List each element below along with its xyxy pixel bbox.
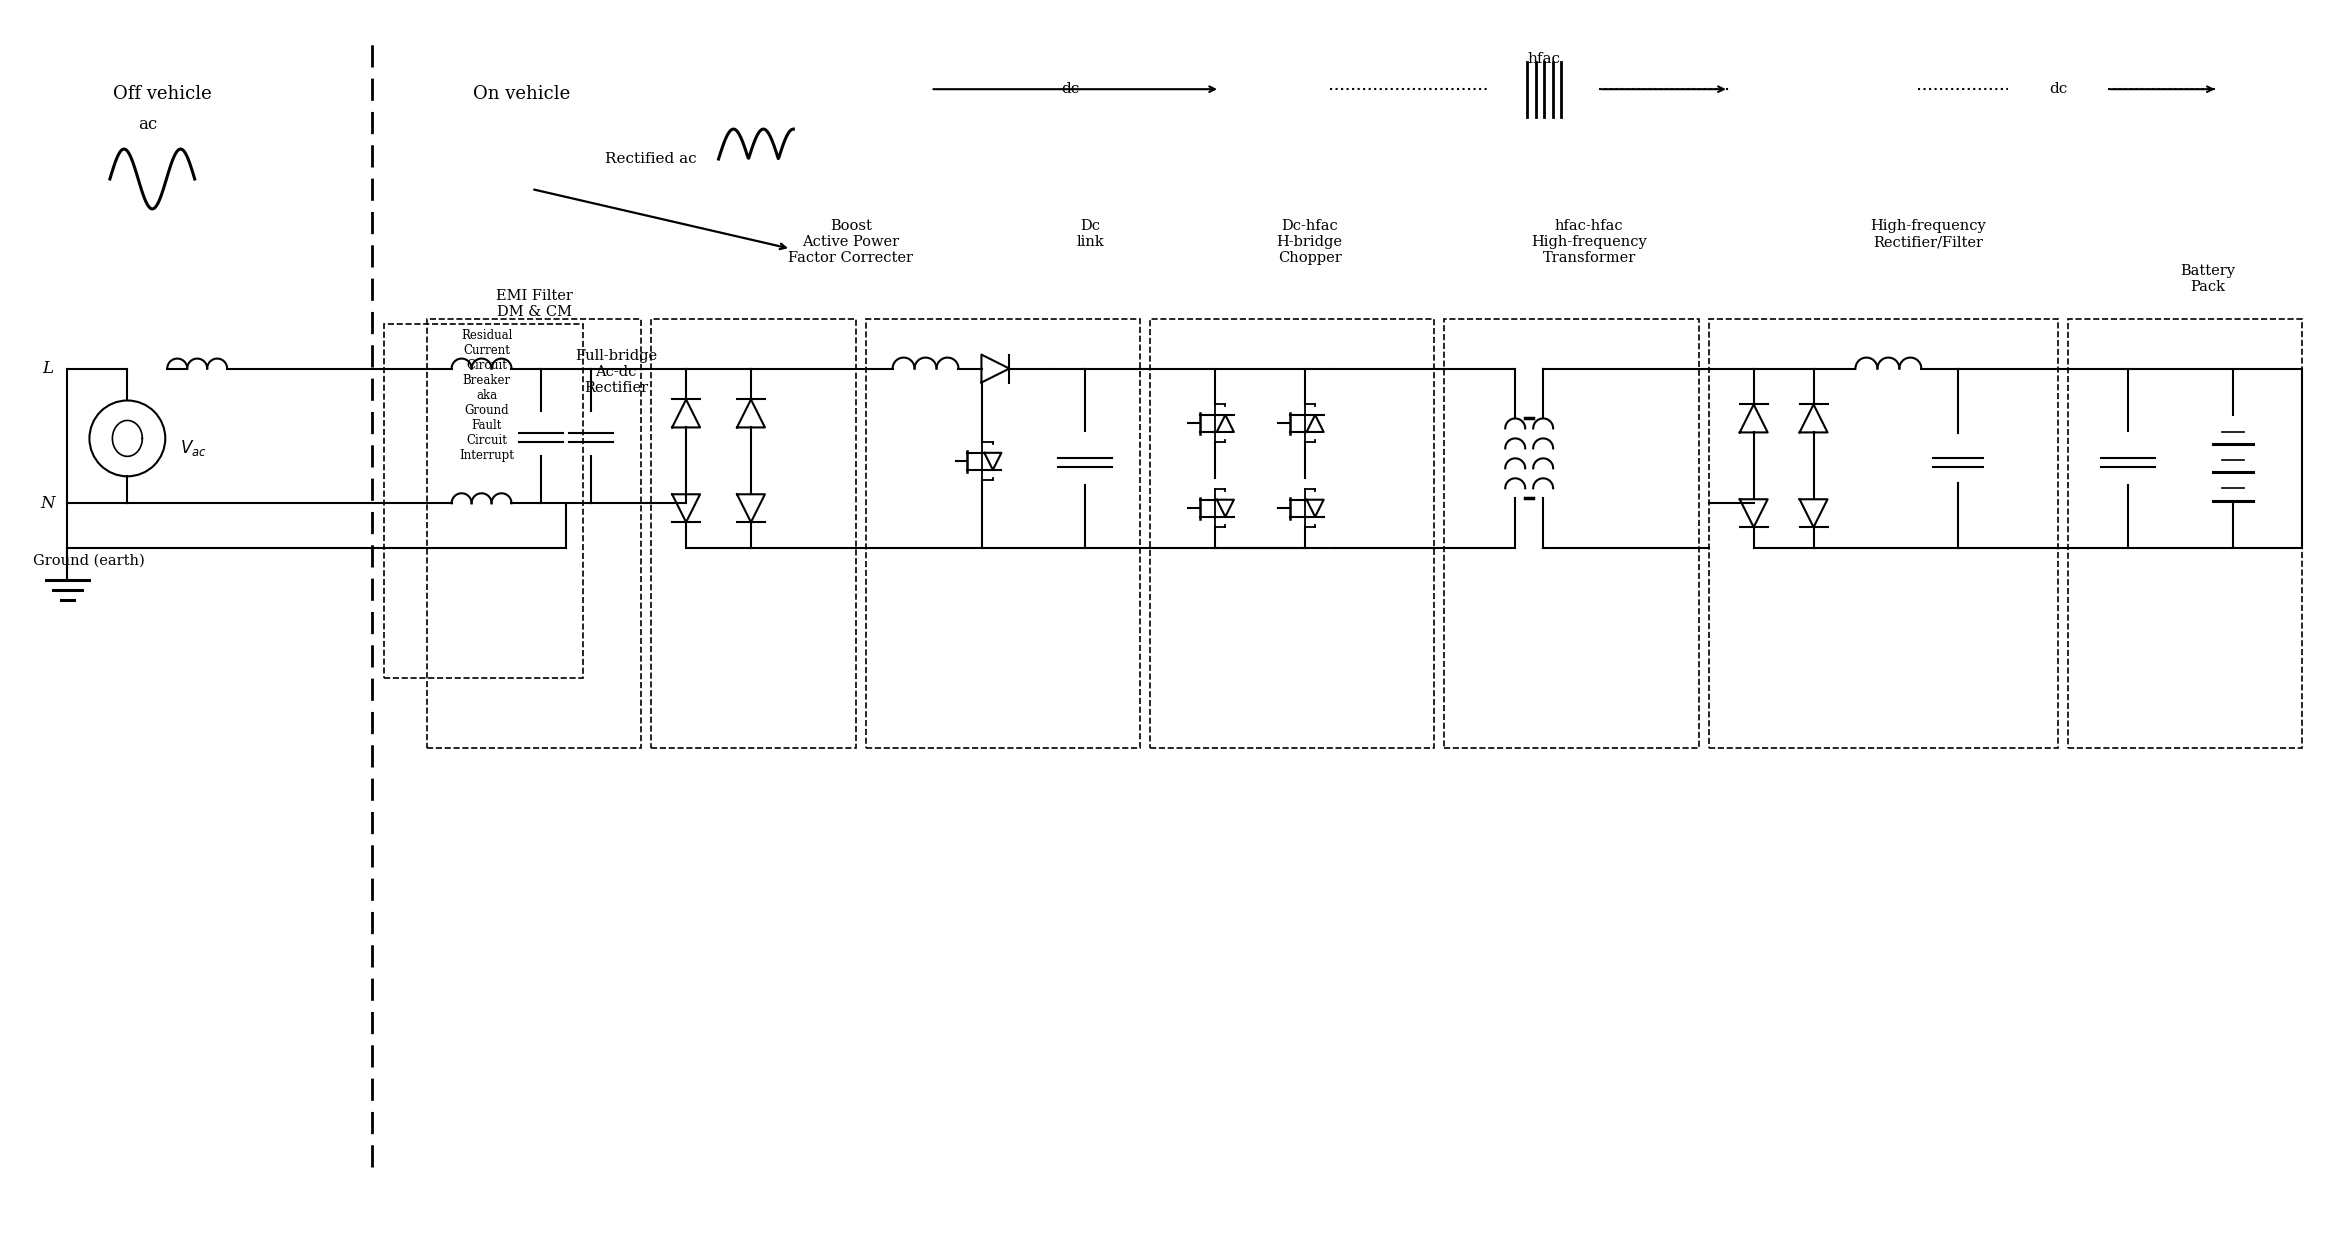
Text: $V_{ac}$: $V_{ac}$ (181, 439, 206, 459)
Text: Full-bridge
Ac-dc
Rectifier: Full-bridge Ac-dc Rectifier (575, 349, 657, 395)
Text: hfac: hfac (1527, 52, 1560, 67)
Text: EMI Filter
DM & CM: EMI Filter DM & CM (495, 289, 572, 319)
Text: Ground (earth): Ground (earth) (33, 554, 145, 568)
Text: dc: dc (1060, 83, 1079, 96)
Text: On vehicle: On vehicle (474, 85, 570, 104)
Text: Dc
link: Dc link (1077, 219, 1105, 249)
Text: ac: ac (138, 116, 157, 133)
Text: L: L (42, 360, 54, 377)
Text: Battery
Pack: Battery Pack (2179, 264, 2236, 293)
Text: N: N (40, 494, 54, 512)
Text: Boost
Active Power
Factor Correcter: Boost Active Power Factor Correcter (788, 219, 913, 265)
Text: Dc-hfac
H-bridge
Chopper: Dc-hfac H-bridge Chopper (1276, 219, 1342, 265)
Text: dc: dc (2048, 83, 2067, 96)
Text: Residual
Current
Circuit
Breaker
aka
Ground
Fault
Circuit
Interrupt: Residual Current Circuit Breaker aka Gro… (460, 329, 514, 461)
Text: hfac-hfac
High-frequency
Transformer: hfac-hfac High-frequency Transformer (1532, 219, 1647, 265)
Text: Off vehicle: Off vehicle (113, 85, 211, 104)
Text: Rectified ac: Rectified ac (605, 152, 697, 166)
Text: High-frequency
Rectifier/Filter: High-frequency Rectifier/Filter (1870, 219, 1987, 249)
